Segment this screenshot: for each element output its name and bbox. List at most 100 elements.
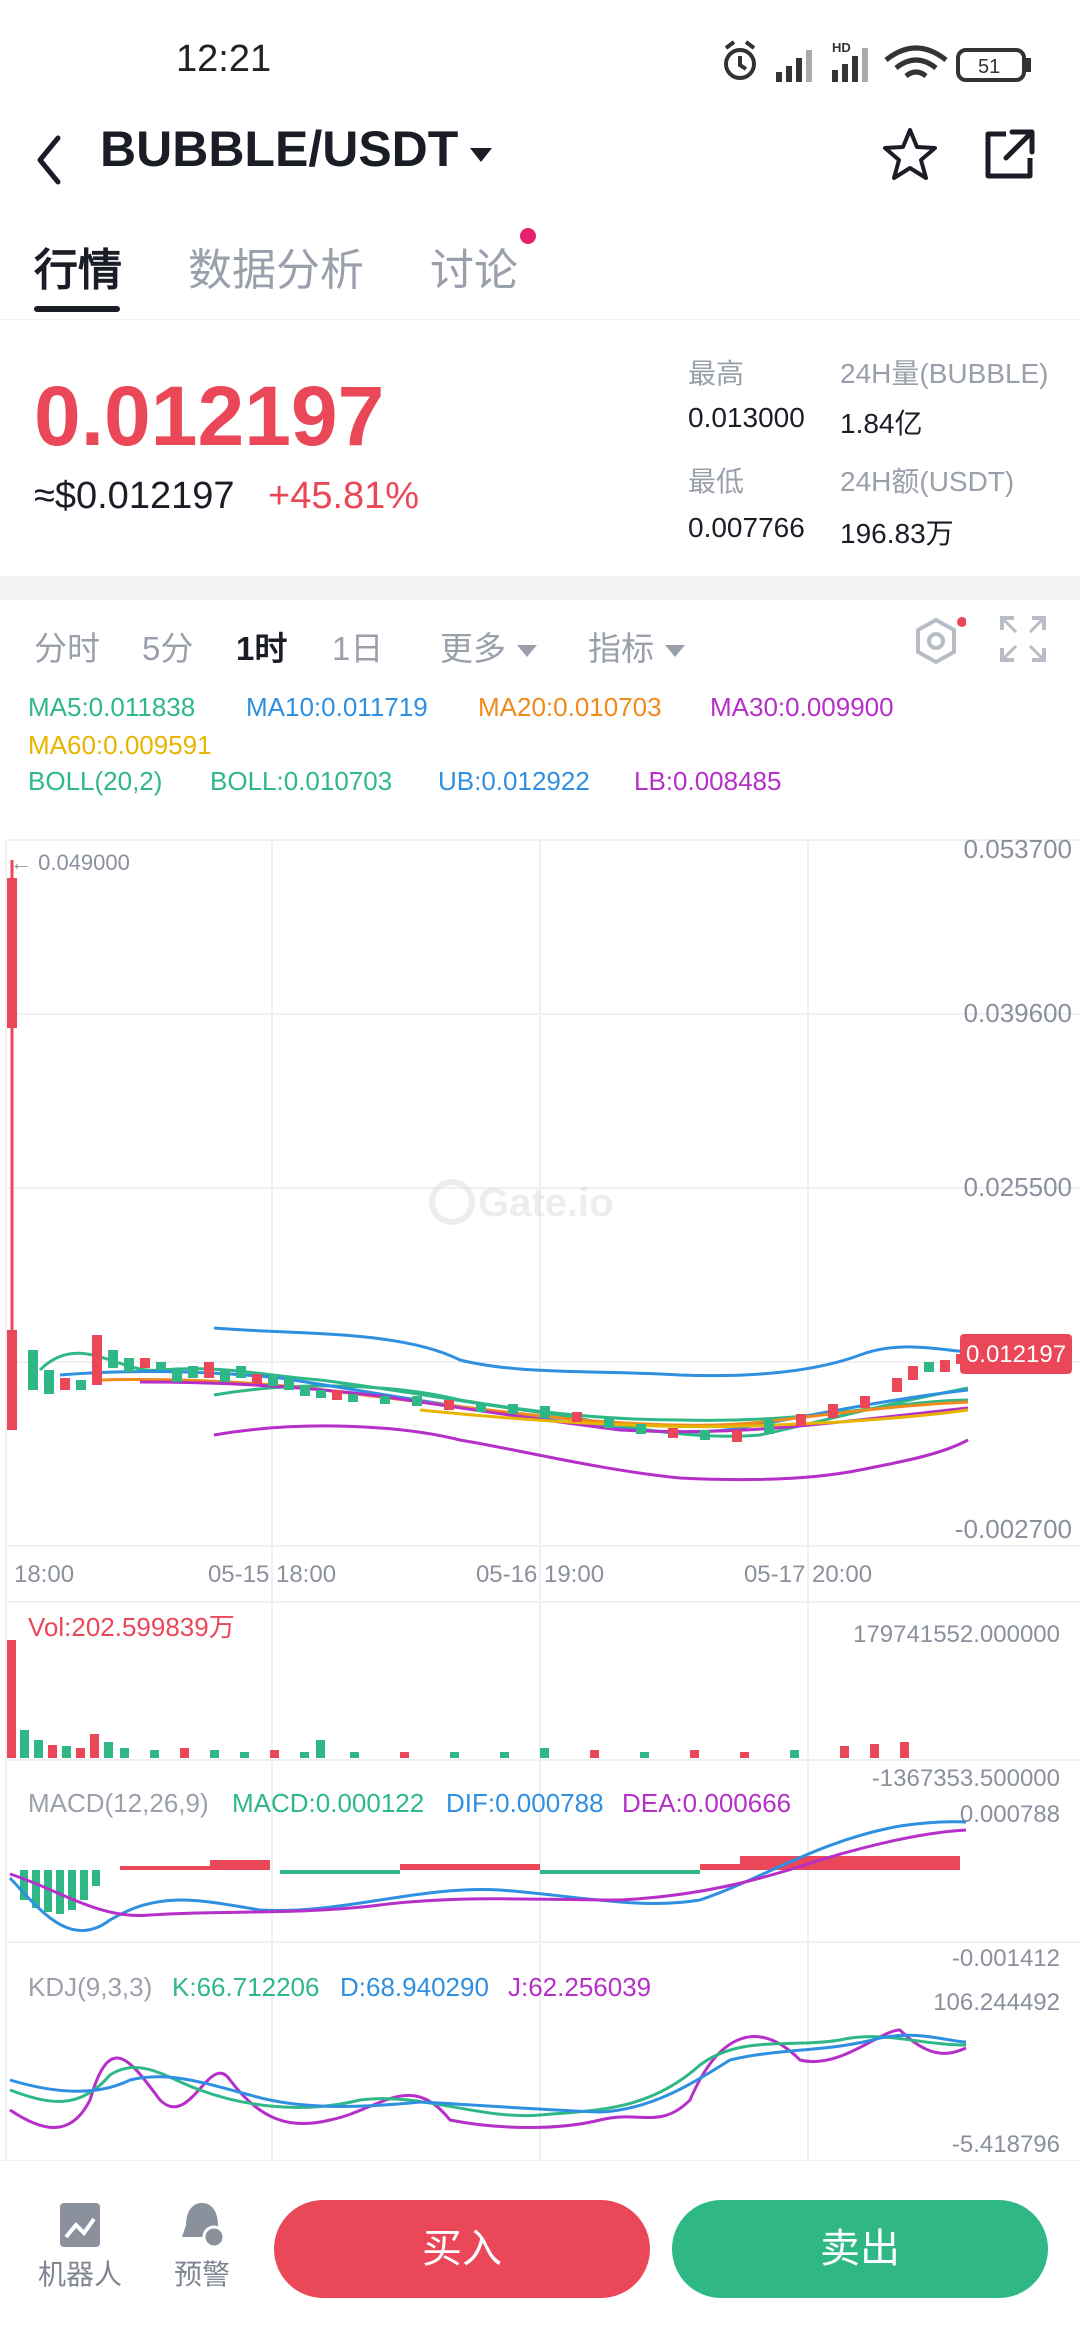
robot-icon <box>60 2203 100 2247</box>
alert-label: 预警 <box>173 2258 230 2291</box>
amount-label: 24H额(USDT) <box>840 466 1015 497</box>
status-icons: HD 51 <box>724 40 1031 82</box>
macd-value: MACD:0.000122 <box>232 1788 424 1818</box>
kdj-k: K:66.712206 <box>172 1972 319 2002</box>
caret-down-icon <box>517 645 538 658</box>
back-icon[interactable] <box>30 130 70 190</box>
pair-title[interactable]: BUBBLE/USDT <box>100 121 459 177</box>
notification-dot <box>520 228 536 244</box>
header <box>0 110 1080 220</box>
current-price-tag-label: 0.012197 <box>966 1341 1066 1368</box>
interval-1d[interactable]: 1日 <box>332 630 384 667</box>
macd-dea-line <box>9 1828 967 1918</box>
macd-histogram <box>20 1856 960 1914</box>
chart-area[interactable]: Gate.io <box>0 830 1080 2160</box>
ma10-value: MA10:0.011719 <box>246 692 428 722</box>
robot-label: 机器人 <box>37 2258 122 2291</box>
indicator-label: 指标 <box>588 630 654 667</box>
boll-params: BOLL(20,2) <box>28 766 163 796</box>
kdj-j-line <box>9 2028 967 2129</box>
active-tab-indicator <box>34 306 120 312</box>
x-tick: 05-17 20:00 <box>744 1561 872 1588</box>
ma5-value: MA5:0.011838 <box>28 692 196 722</box>
interval-1h[interactable]: 1时 <box>236 630 288 667</box>
signal-icon <box>776 50 812 82</box>
boll-bands <box>213 1326 969 1482</box>
kdj-d: D:68.940290 <box>340 1972 489 2002</box>
high-marker: ← 0.049000 <box>10 850 130 875</box>
vol-label: 24H量(BUBBLE) <box>840 358 1049 389</box>
current-price-tag <box>960 1334 1072 1374</box>
candlesticks <box>7 860 966 1442</box>
sell-button[interactable]: 卖出 <box>672 2200 1048 2298</box>
boll-ub-value: UB:0.012922 <box>438 766 590 796</box>
svg-text:Gate.io: Gate.io <box>478 1181 614 1225</box>
alarm-icon <box>724 40 756 80</box>
ma60-value: MA60:0.009591 <box>28 730 212 760</box>
kdj-bottom-value: -5.418796 <box>952 2131 1060 2158</box>
ma20-value: MA20:0.010703 <box>478 692 662 722</box>
interval-5m[interactable]: 5分 <box>142 630 194 667</box>
macd-dif: DIF:0.000788 <box>446 1788 604 1818</box>
macd-dif-line <box>8 1820 967 1933</box>
x-tick: 18:00 <box>14 1561 74 1588</box>
macd-top-value: 0.000788 <box>960 1801 1060 1828</box>
volume-bars <box>7 1640 909 1758</box>
pair-dropdown-icon[interactable] <box>466 140 496 170</box>
tab-data-analysis[interactable]: 数据分析 <box>188 245 364 296</box>
interval-more[interactable]: 更多 <box>440 622 539 670</box>
buy-button[interactable]: 买入 <box>274 2200 650 2298</box>
x-tick: 05-15 18:00 <box>208 1561 336 1588</box>
chart-grid <box>5 839 1080 2160</box>
vol-value: 1.84亿 <box>840 408 923 439</box>
macd-dea: DEA:0.000666 <box>622 1788 791 1818</box>
macd-bottom-value: -0.001412 <box>952 1945 1060 1972</box>
status-time: 12:21 <box>176 38 272 80</box>
ma30-value: MA30:0.009900 <box>710 692 894 722</box>
share-icon[interactable] <box>980 124 1040 184</box>
wifi-icon <box>884 45 948 79</box>
volume-label: Vol:202.599839万 <box>28 1612 235 1642</box>
boll-lb-value: LB:0.008485 <box>634 766 782 796</box>
kdj-j: J:62.256039 <box>508 1972 651 2002</box>
alert-bell-icon <box>182 2203 226 2249</box>
y-tick: 0.025500 <box>964 1172 1072 1202</box>
caret-down-icon <box>665 645 686 658</box>
x-tick: 05-16 19:00 <box>476 1561 604 1588</box>
kdj-top-value: 106.244492 <box>933 1989 1060 2016</box>
tab-bar: 行情 数据分析 讨论 <box>0 220 1080 320</box>
svg-text:HD: HD <box>832 40 851 55</box>
battery-icon: 51 <box>956 48 1031 82</box>
chart-settings-icon[interactable] <box>906 612 966 672</box>
kdj-d-line <box>9 2033 967 2114</box>
boll-value: BOLL:0.010703 <box>210 766 393 796</box>
robot-button[interactable]: 机器人 <box>30 2197 130 2293</box>
y-tick: 0.039600 <box>964 998 1072 1028</box>
price-change: +45.81% <box>268 475 420 517</box>
usd-price: ≈$0.012197 <box>34 475 235 517</box>
hd-signal-icon: HD <box>832 40 868 82</box>
alert-button[interactable]: 预警 <box>152 2197 252 2293</box>
volume-bottom-value: -1367353.500000 <box>872 1765 1060 1792</box>
low-label: 最低 <box>688 466 745 497</box>
watermark: Gate.io <box>429 1179 614 1225</box>
favorite-star-icon[interactable] <box>880 124 940 184</box>
tab-discussion[interactable]: 讨论 <box>430 245 518 296</box>
high-label: 最高 <box>688 358 745 389</box>
kdj-k-line <box>9 2035 967 2118</box>
indicator-selector[interactable]: 指标 <box>588 622 687 670</box>
fullscreen-icon[interactable] <box>998 614 1048 664</box>
y-tick: -0.002700 <box>955 1514 1072 1544</box>
status-bar: 12:21 HD 51 <box>0 0 1080 110</box>
interval-timeshare[interactable]: 分时 <box>34 630 100 667</box>
section-divider <box>0 576 1080 600</box>
high-value: 0.013000 <box>688 402 805 433</box>
svg-text:51: 51 <box>978 56 1000 78</box>
amount-value: 196.83万 <box>840 518 954 549</box>
y-tick: 0.053700 <box>964 834 1072 864</box>
tab-market[interactable]: 行情 <box>34 245 122 296</box>
last-price: 0.012197 <box>34 369 385 463</box>
kdj-params: KDJ(9,3,3) <box>28 1972 152 2002</box>
volume-top-value: 179741552.000000 <box>853 1621 1060 1648</box>
macd-params: MACD(12,26,9) <box>28 1788 209 1818</box>
